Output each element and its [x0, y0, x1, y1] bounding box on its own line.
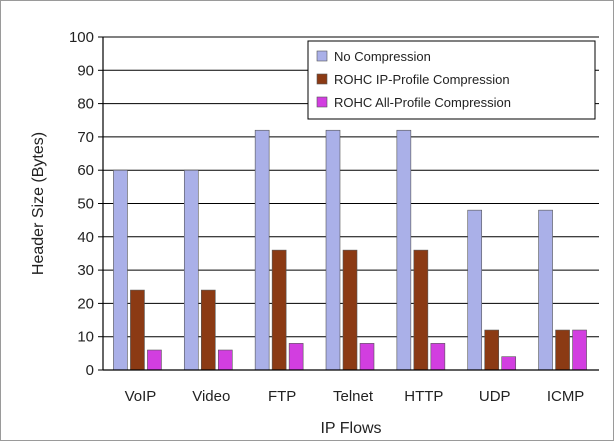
bar-video-series-1	[183, 169, 199, 371]
x-tick-label: FTP	[268, 388, 296, 405]
x-axis-title: IP Flows	[320, 420, 381, 437]
legend-swatch-3	[316, 96, 328, 108]
bar-http-series-3	[430, 343, 446, 371]
bars-layer	[113, 129, 587, 371]
bar-telnet-series-3	[359, 343, 375, 371]
bar-http-series-1	[396, 129, 412, 371]
bar-video-series-3	[217, 349, 233, 371]
bar-udp-series-3	[501, 356, 517, 371]
y-tick-label: 60	[77, 162, 94, 179]
bar-udp-series-1	[467, 209, 483, 371]
bar-icmp-series-1	[538, 209, 553, 371]
y-tick-label: 10	[77, 329, 94, 346]
bar-voip-series-3	[147, 349, 162, 371]
y-axis-title: Header Size (Bytes)	[30, 132, 47, 275]
bar-telnet-series-2	[342, 249, 358, 371]
y-tick-labels: 0 10 20 30 40 50 60 70 80 90 100	[69, 29, 103, 379]
y-tick-label: 40	[77, 229, 94, 246]
bar-telnet-series-1	[325, 129, 341, 371]
x-tick-label: Telnet	[333, 388, 374, 405]
y-tick-label: 20	[77, 295, 94, 312]
x-tick-label: ICMP	[547, 388, 585, 405]
y-tick-label: 90	[77, 62, 94, 79]
legend: No Compression ROHC IP-Profile Compressio…	[307, 40, 596, 120]
x-tick-label: Video	[192, 388, 230, 405]
y-tick-label: 0	[86, 362, 94, 379]
legend-box	[307, 40, 596, 120]
legend-label-1: No Compression	[334, 49, 431, 64]
bar-voip-series-1	[113, 169, 128, 371]
legend-label-3: ROHC All-Profile Compression	[334, 95, 511, 110]
y-tick-label: 50	[77, 196, 94, 213]
bar-voip-series-2	[130, 289, 145, 371]
bar-icmp-series-3	[572, 329, 587, 371]
bar-ftp-series-3	[288, 343, 304, 371]
y-tick-label: 70	[77, 129, 94, 146]
y-tick-label: 80	[77, 96, 94, 113]
x-tick-labels: VoIP Video FTP Telnet HTTP UDP ICMP	[125, 388, 585, 405]
bar-icmp-series-2	[555, 329, 570, 371]
bar-ftp-series-1	[254, 129, 270, 371]
x-tick-label: VoIP	[125, 388, 157, 405]
bar-video-series-2	[200, 289, 216, 371]
legend-swatch-1	[316, 50, 328, 62]
bar-ftp-series-2	[271, 249, 287, 371]
bar-http-series-2	[413, 249, 429, 371]
y-tick-label: 30	[77, 262, 94, 279]
legend-swatch-2	[316, 73, 328, 85]
x-tick-label: HTTP	[404, 388, 443, 405]
bar-udp-series-2	[484, 329, 500, 371]
legend-label-2: ROHC IP-Profile Compression	[334, 72, 510, 87]
y-tick-label: 100	[69, 29, 94, 46]
x-tick-label: UDP	[479, 388, 511, 405]
